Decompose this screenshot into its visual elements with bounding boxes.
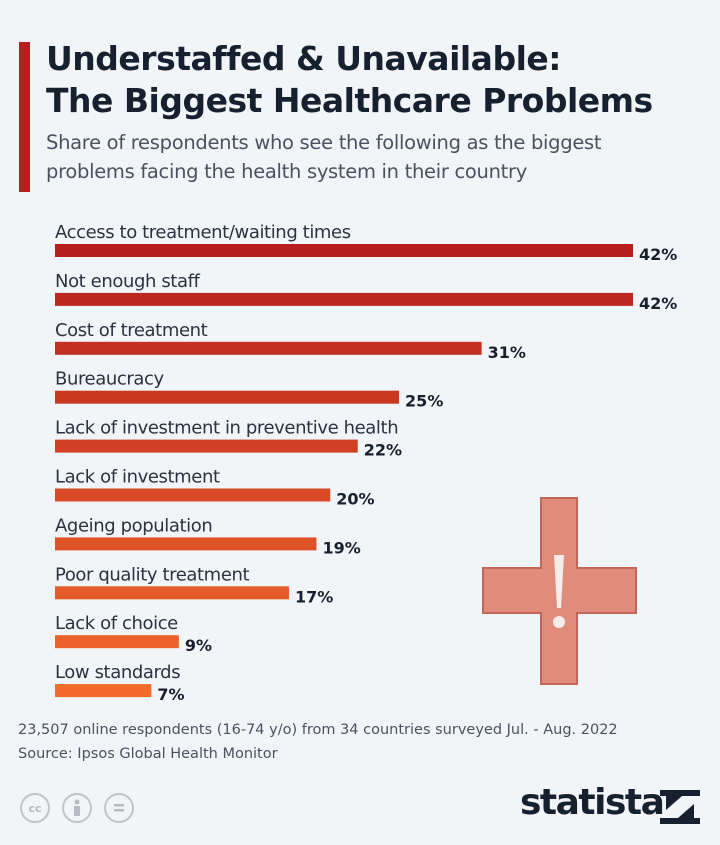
- category-label: Not enough staff: [55, 271, 201, 292]
- bar: [55, 537, 317, 551]
- title-accent-bar: [19, 42, 30, 192]
- chart-title: Understaffed & Unavailable: The Biggest …: [46, 38, 653, 122]
- statista-logo: statista: [520, 782, 665, 823]
- statista-logo-mark: [660, 790, 700, 824]
- title-line-1: Understaffed & Unavailable:: [46, 39, 561, 78]
- medical-cross-exclamation-icon: [482, 497, 637, 685]
- value-label: 19%: [322, 538, 360, 557]
- bar: [55, 488, 331, 502]
- category-label: Lack of choice: [55, 613, 178, 634]
- bar: [55, 292, 633, 306]
- no-derivatives-icon: [104, 793, 134, 823]
- category-label: Lack of investment in preventive health: [55, 418, 398, 439]
- value-label: 22%: [364, 441, 402, 460]
- chart-subtitle: Share of respondents who see the followi…: [46, 128, 602, 186]
- bar: [55, 244, 633, 257]
- title-line-2: The Biggest Healthcare Problems: [46, 81, 653, 120]
- value-label: 17%: [295, 587, 333, 606]
- subtitle-line-1: Share of respondents who see the followi…: [46, 131, 602, 154]
- category-label: Poor quality treatment: [55, 564, 249, 585]
- category-label: Low standards: [55, 662, 180, 683]
- category-label: Access to treatment/waiting times: [55, 222, 351, 243]
- cc-icon: cc: [20, 793, 50, 823]
- bar: [55, 684, 152, 698]
- bar: [55, 341, 482, 355]
- category-label: Cost of treatment: [55, 320, 208, 341]
- subtitle-line-2: problems facing the health system in the…: [46, 160, 527, 183]
- value-label: 42%: [639, 245, 677, 264]
- bar: [55, 635, 179, 649]
- value-label: 42%: [639, 294, 677, 313]
- category-label: Bureaucracy: [55, 369, 164, 390]
- category-label: Ageing population: [55, 515, 212, 536]
- category-label: Lack of investment: [55, 467, 220, 488]
- value-label: 20%: [336, 490, 374, 509]
- value-label: 31%: [488, 343, 526, 362]
- bar: [55, 439, 358, 453]
- attribution-icon: [62, 793, 92, 823]
- bar: [55, 586, 289, 600]
- footnote: 23,507 online respondents (16-74 y/o) fr…: [18, 722, 618, 738]
- bar: [55, 390, 400, 404]
- value-label: 7%: [157, 685, 184, 704]
- source: Source: Ipsos Global Health Monitor: [18, 746, 278, 762]
- value-label: 9%: [185, 636, 212, 655]
- value-label: 25%: [405, 392, 443, 411]
